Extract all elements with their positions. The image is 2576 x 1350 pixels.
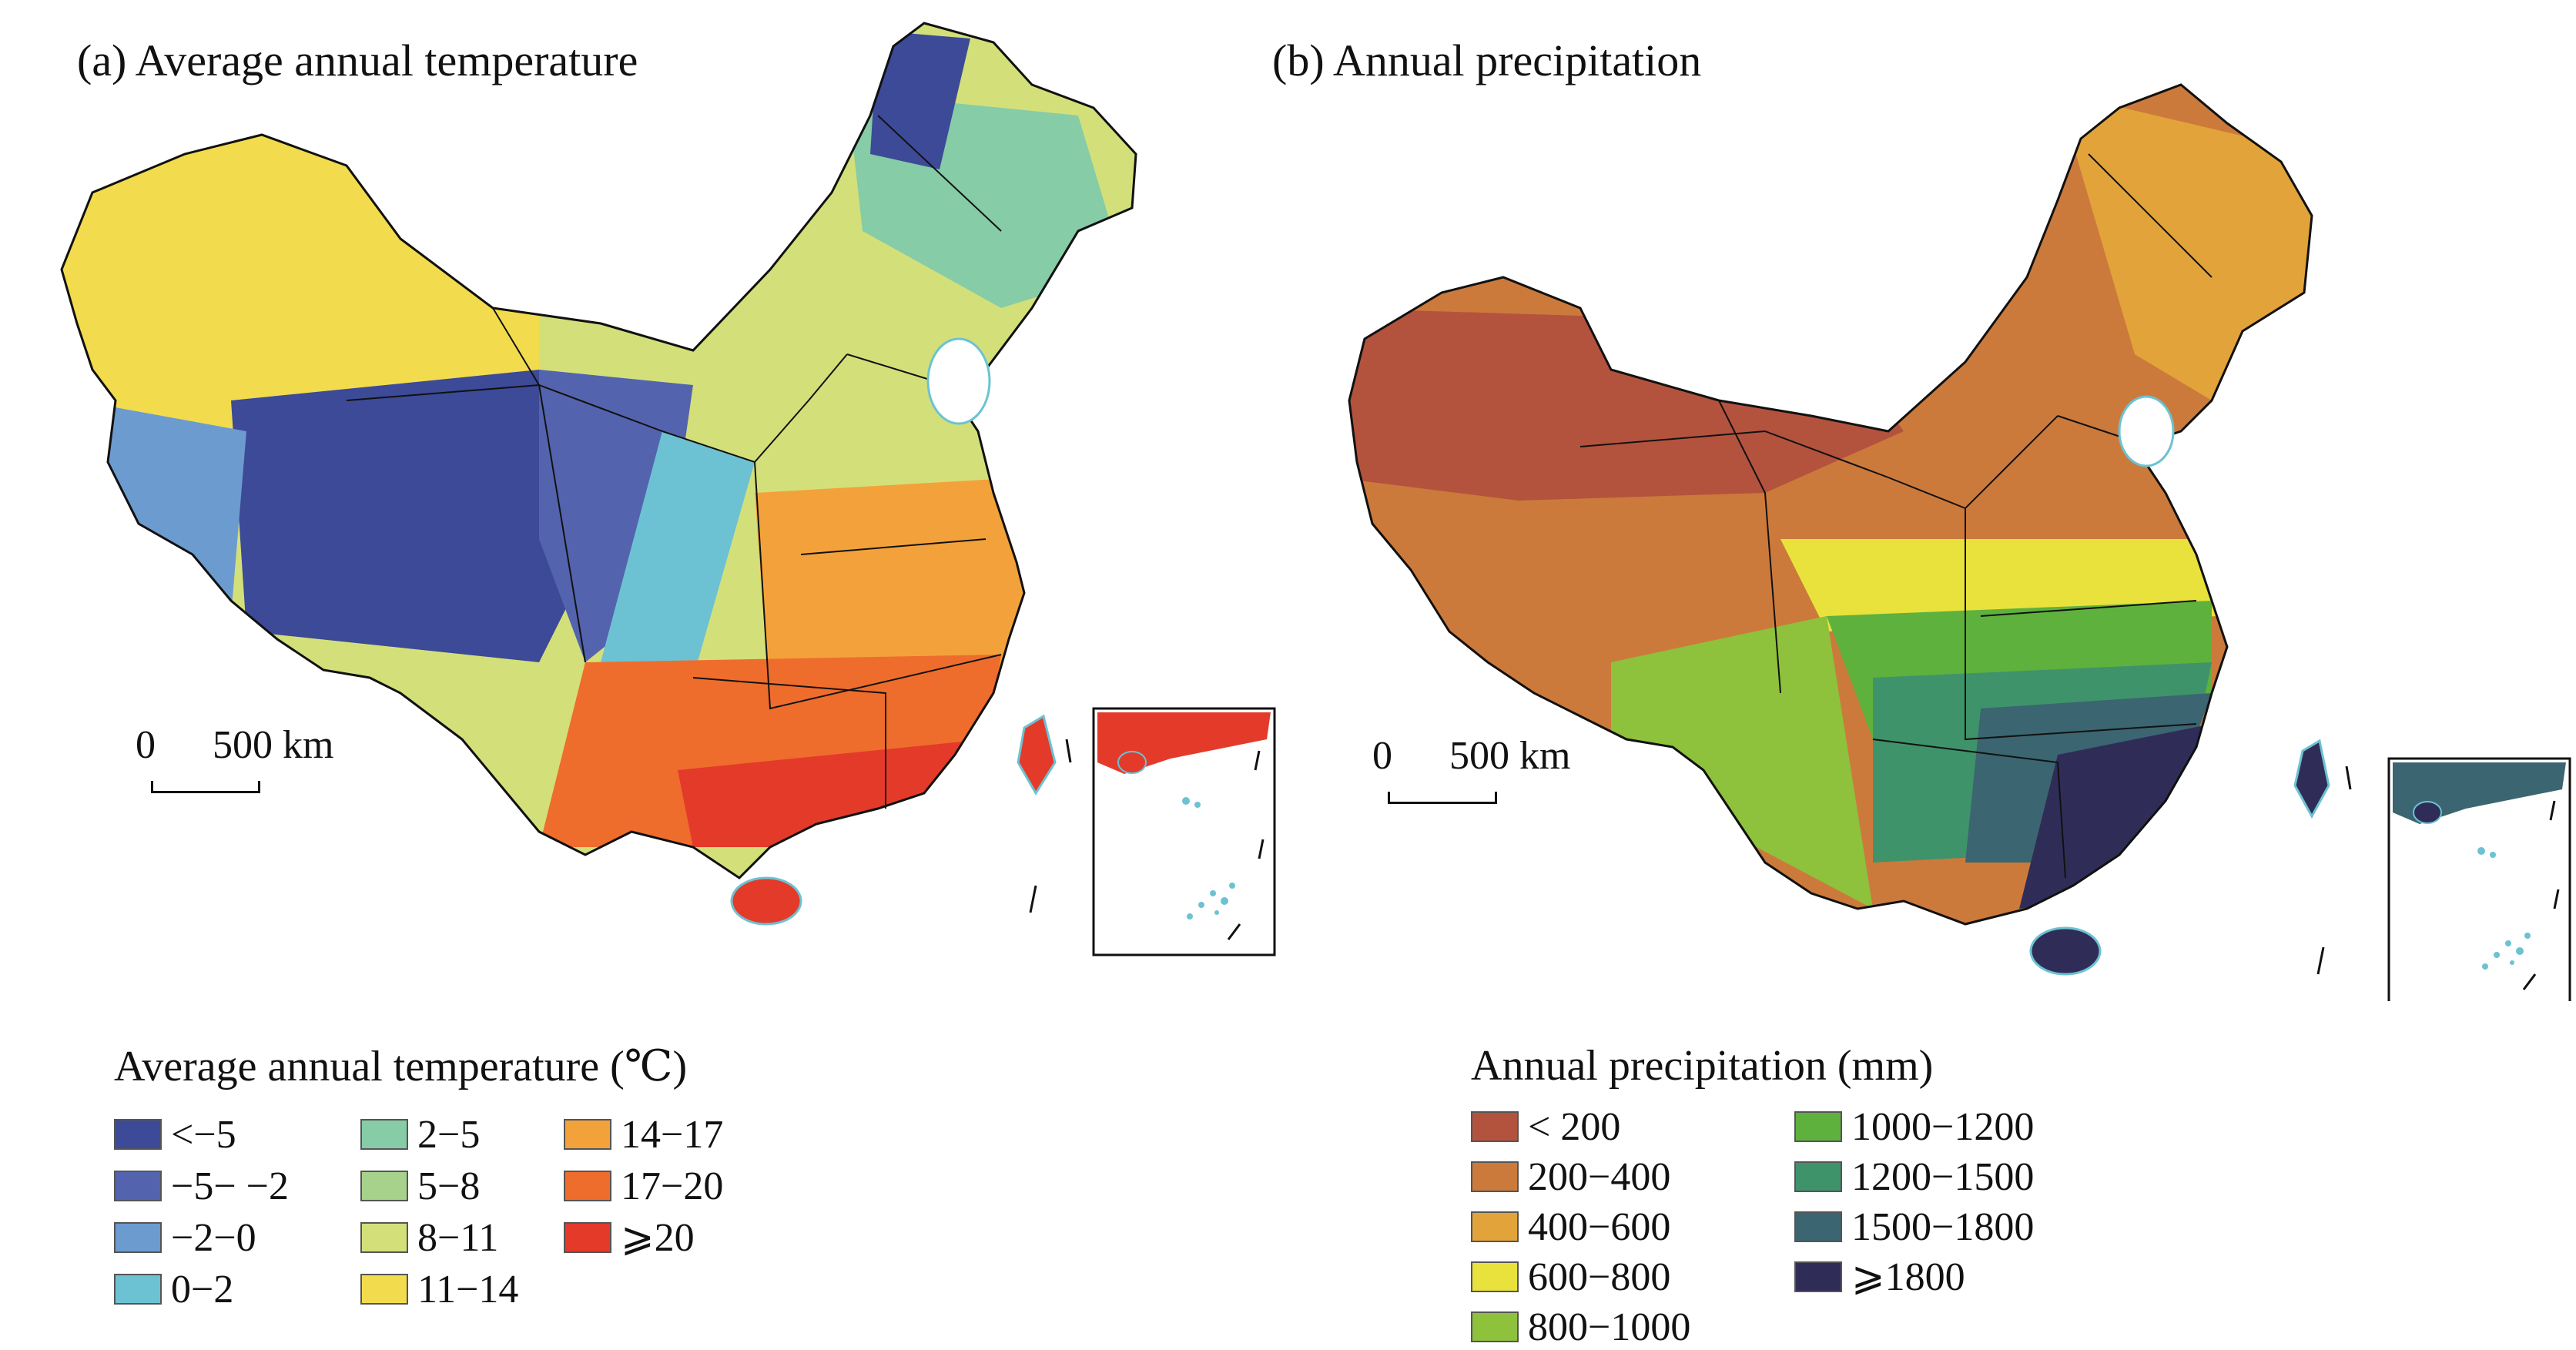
legend-swatch xyxy=(564,1119,611,1150)
legend-item: −2−0 xyxy=(114,1215,256,1260)
panel-b-title: (b) Annual precipitation xyxy=(1272,35,1702,85)
legend-item: 0−2 xyxy=(114,1268,233,1311)
legend-item: −5− −2 xyxy=(114,1164,289,1208)
legend-item: 200−400 xyxy=(1471,1154,1671,1199)
legend-label: ⩾20 xyxy=(621,1216,695,1260)
legend-item: 1200−1500 xyxy=(1794,1154,2035,1199)
legend-swatch xyxy=(114,1171,162,1201)
legend-label: 0−2 xyxy=(171,1267,234,1311)
legend-label: 400−600 xyxy=(1528,1204,1671,1249)
inset-map xyxy=(1092,707,1276,956)
legend-item: 400−600 xyxy=(1471,1204,1671,1249)
panel-a-title: (a) Average annual temperature xyxy=(77,35,638,85)
legend-swatch xyxy=(360,1171,408,1201)
legend-label: 1500−1800 xyxy=(1851,1204,2035,1249)
legend-item: <−5 xyxy=(114,1112,236,1157)
legend-label: ⩾1800 xyxy=(1851,1255,1965,1299)
legend-item: ⩾20 xyxy=(564,1216,695,1260)
legend-swatch xyxy=(114,1222,162,1253)
legend-swatch xyxy=(360,1222,408,1253)
legend-item: 1500−1800 xyxy=(1794,1204,2035,1249)
legend-label: 11−14 xyxy=(417,1267,519,1311)
legend-label: 17−20 xyxy=(621,1164,724,1208)
legend-item: 5−8 xyxy=(360,1164,480,1208)
legend-item: < 200 xyxy=(1471,1104,1621,1149)
legend-swatch xyxy=(114,1119,162,1150)
temperature-map xyxy=(60,22,1276,956)
scale-zero-label: 0 xyxy=(1372,734,1392,778)
legend-label: 8−11 xyxy=(417,1215,499,1260)
legend-swatch xyxy=(564,1222,611,1253)
scale-line xyxy=(151,781,260,793)
legend-swatch xyxy=(564,1171,611,1201)
legend-label: −5− −2 xyxy=(171,1164,289,1208)
legend-item: 14−17 xyxy=(564,1112,724,1157)
scale-zero-label: 0 xyxy=(136,723,156,767)
legend-swatch xyxy=(1471,1311,1519,1342)
legend-label: 800−1000 xyxy=(1528,1305,1691,1349)
legend-label: 600−800 xyxy=(1528,1255,1671,1299)
legend-swatch xyxy=(1794,1161,1842,1192)
legend-label: 5−8 xyxy=(417,1164,481,1208)
legend-item: 11−14 xyxy=(360,1268,518,1311)
legend-swatch xyxy=(1794,1261,1842,1292)
legend-label: <−5 xyxy=(171,1112,236,1157)
legend-swatch xyxy=(1471,1261,1519,1292)
temperature-legend-title: Average annual temperature (℃) xyxy=(114,1043,688,1090)
legend-label: 14−17 xyxy=(621,1112,724,1157)
scale-distance-label: 500 km xyxy=(1449,734,1571,778)
legend-swatch xyxy=(360,1119,408,1150)
legend-label: −2−0 xyxy=(171,1215,256,1260)
legend-swatch xyxy=(1471,1211,1519,1242)
scale-distance-label: 500 km xyxy=(213,723,334,767)
legend-label: 2−5 xyxy=(417,1112,481,1157)
inset-map xyxy=(2387,757,2571,1001)
legend-swatch xyxy=(1794,1211,1842,1242)
legend-swatch xyxy=(114,1274,162,1305)
precipitation-legend-title: Annual precipitation (mm) xyxy=(1471,1042,1934,1090)
legend-swatch xyxy=(1794,1111,1842,1142)
legend-label: < 200 xyxy=(1528,1104,1621,1149)
legend-item: ⩾1800 xyxy=(1794,1255,1965,1299)
legend-label: 200−400 xyxy=(1528,1154,1671,1199)
legend-swatch xyxy=(360,1274,408,1305)
precipitation-map xyxy=(1348,83,2571,1001)
legend-swatch xyxy=(1471,1111,1519,1142)
legend-item: 1000−1200 xyxy=(1794,1104,2035,1149)
legend-item: 800−1000 xyxy=(1471,1305,1691,1349)
legend-item: 2−5 xyxy=(360,1112,481,1157)
legend-label: 1200−1500 xyxy=(1851,1154,2035,1199)
legend-item: 600−800 xyxy=(1471,1255,1671,1299)
legend-label: 1000−1200 xyxy=(1851,1104,2035,1149)
legend-item: 8−11 xyxy=(360,1215,499,1260)
legend-item: 17−20 xyxy=(564,1164,723,1208)
legend-swatch xyxy=(1471,1161,1519,1192)
scale-line xyxy=(1388,792,1497,804)
